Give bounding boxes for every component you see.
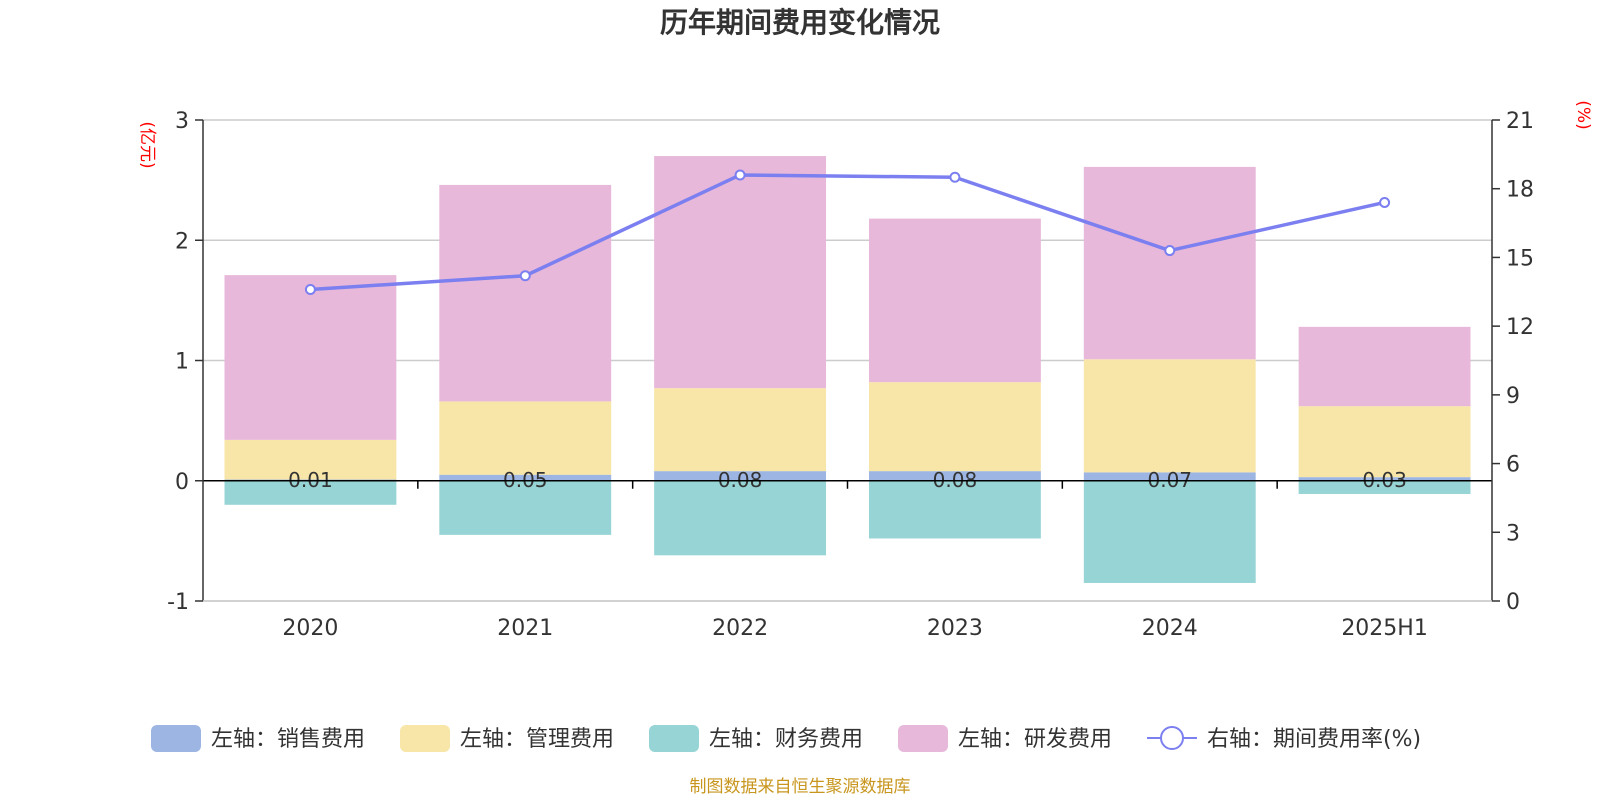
data-label-2021: 0.05	[503, 468, 548, 492]
x-tick-label: 2022	[712, 616, 768, 641]
legend-label-5: 右轴：期间费用率(%)	[1207, 727, 1421, 752]
bar-1-2021	[439, 474, 612, 481]
right-tick-label: 0	[1506, 590, 1520, 615]
bar-layer: 0.01 0.05 0.08 0.08 0.07 0.03	[224, 156, 1471, 583]
legend-label-3: 左轴：财务费用	[709, 727, 863, 752]
bar-3-2024	[1083, 480, 1256, 583]
legend-swatch-2	[400, 725, 450, 752]
data-label-2025H1: 0.03	[1362, 468, 1407, 492]
left-tick-label: -1	[167, 590, 189, 615]
expense-rate-point-2022	[734, 169, 746, 181]
bar-1-2025H1	[1298, 477, 1471, 481]
expense-rate-point-2020	[304, 283, 316, 295]
left-tick-label: 3	[175, 109, 189, 134]
bar-4-2022	[654, 156, 827, 389]
bar-3-2020	[224, 480, 397, 505]
data-label-2024: 0.07	[1147, 468, 1192, 492]
right-tick-label: 6	[1506, 453, 1520, 478]
bar-4-2020	[224, 275, 397, 440]
data-label-2020: 0.01	[288, 468, 333, 492]
right-tick-label: 21	[1506, 109, 1534, 134]
data-label-2022: 0.08	[718, 468, 763, 492]
right-tick-label: 3	[1506, 521, 1520, 546]
legend-label-2: 左轴：管理费用	[460, 727, 614, 752]
chart-title: 历年期间费用变化情况	[660, 6, 940, 39]
data-label-2023: 0.08	[933, 468, 978, 492]
right-axis-unit: (%)	[1573, 100, 1593, 129]
legend-swatch-1	[151, 725, 201, 752]
expense-rate-line	[310, 173, 1385, 292]
bar-2-2021	[439, 401, 612, 475]
x-tick-label: 2024	[1142, 616, 1198, 641]
expense-rate-point-2023	[949, 171, 961, 183]
left-axis-unit: (亿元)	[137, 121, 157, 168]
expense-rate-point-2021	[519, 270, 531, 282]
bar-2-2024	[1083, 359, 1256, 473]
right-tick-label: 18	[1506, 178, 1534, 203]
bar-4-2023	[868, 218, 1041, 383]
bar-4-2021	[439, 184, 612, 402]
legend-label-4: 左轴：研发费用	[958, 727, 1112, 752]
bar-2-2022	[654, 388, 827, 472]
bar-4-2024	[1083, 166, 1256, 360]
left-tick-label: 0	[175, 470, 189, 495]
expense-rate-point-2024	[1164, 245, 1176, 257]
expense-rate-point-2025H1	[1379, 196, 1391, 208]
legend: 左轴：销售费用 左轴：管理费用 左轴：财务费用 左轴：研发费用 右轴：期间费用率(%)	[151, 725, 1421, 752]
x-tick-label: 2021	[497, 616, 553, 641]
left-tick-label: 2	[175, 229, 189, 254]
bar-3-2022	[654, 480, 827, 556]
bar-3-2023	[868, 480, 1041, 539]
legend-label-1: 左轴：销售费用	[211, 727, 365, 752]
right-tick-label: 15	[1506, 246, 1534, 271]
bar-2-2023	[868, 382, 1041, 472]
source-note: 制图数据来自恒生聚源数据库	[690, 777, 911, 797]
right-tick-label: 12	[1506, 315, 1534, 340]
bar-2-2020	[224, 439, 397, 480]
bar-3-2021	[439, 480, 612, 535]
x-tick-label: 2023	[927, 616, 983, 641]
legend-swatch-3	[649, 725, 699, 752]
line-layer	[304, 169, 1391, 295]
legend-swatch-4	[898, 725, 948, 752]
left-tick-label: 1	[175, 350, 189, 375]
bar-1-2023	[868, 471, 1041, 481]
bar-3-2025H1	[1298, 480, 1471, 494]
bar-1-2022	[654, 471, 827, 481]
bar-1-2024	[1083, 472, 1256, 481]
legend-line-marker	[1160, 726, 1184, 750]
bar-2-2025H1	[1298, 406, 1471, 478]
right-tick-label: 9	[1506, 384, 1520, 409]
bar-4-2025H1	[1298, 326, 1471, 407]
x-tick-label: 2025H1	[1341, 616, 1428, 641]
x-tick-label: 2020	[282, 616, 338, 641]
